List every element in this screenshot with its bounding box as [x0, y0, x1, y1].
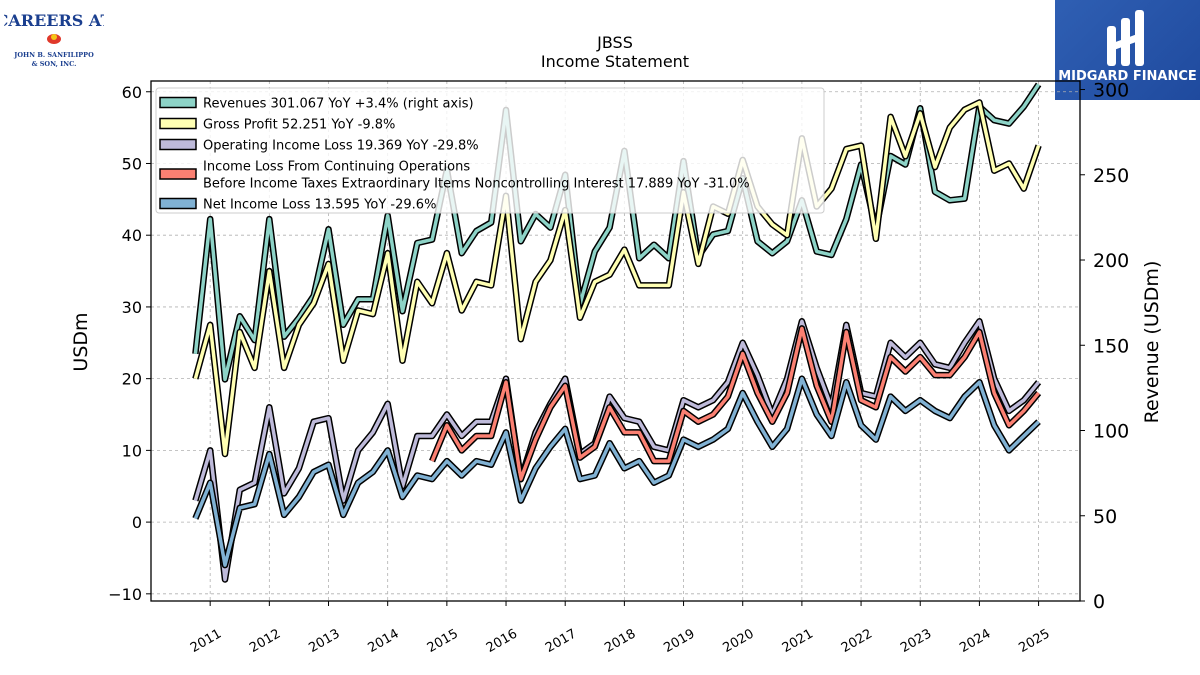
y-right-tick-label: 250	[1093, 165, 1129, 187]
x-tick-label: 2020	[721, 626, 757, 656]
x-tick-label: 2016	[484, 626, 520, 656]
x-tick-label: 2024	[957, 626, 993, 656]
x-tick-label: 2018	[602, 626, 638, 656]
legend-swatch	[159, 138, 197, 151]
x-tick-label: 2023	[898, 626, 934, 656]
x-tick-label: 2014	[366, 626, 402, 656]
x-tick-label: 2022	[839, 626, 875, 656]
chart-subtitle: Income Statement	[541, 52, 689, 71]
legend-swatch	[159, 197, 197, 210]
x-tick-label: 2015	[425, 626, 461, 656]
logo-company-text: JOHN B. SANFILIPPO	[13, 51, 94, 59]
legend-swatch	[159, 96, 197, 109]
legend-label: Revenues 301.067 YoY +3.4% (right axis)	[203, 97, 474, 112]
y-left-tick-label: 20	[122, 370, 142, 389]
y-left-tick-label: 50	[122, 154, 142, 173]
y-left-tick-label: −10	[108, 585, 142, 604]
x-tick-label: 2021	[780, 626, 816, 656]
x-tick-label: 2013	[306, 626, 342, 656]
careers-logo: CAREERS AT JOHN B. SANFILIPPO & SON, INC…	[0, 4, 112, 70]
x-tick-label: 2011	[188, 626, 224, 656]
y-right-tick-label: 50	[1093, 506, 1117, 528]
series-lines	[192, 82, 1042, 583]
legend: Revenues 301.067 YoY +3.4% (right axis) G…	[155, 87, 825, 214]
series-line-2	[193, 319, 1040, 582]
series-line-1	[193, 100, 1041, 456]
logo-company-text-2: & SON, INC.	[32, 60, 77, 68]
y-left-tick-label: 0	[132, 513, 142, 532]
x-tick-label: 2025	[1016, 626, 1052, 656]
legend-label: Before Income Taxes Extraordinary Items …	[203, 177, 750, 192]
x-tick-label: 2017	[543, 626, 579, 656]
legend-label: Income Loss From Continuing Operations	[203, 160, 470, 175]
legend-label: Net Income Loss 13.595 YoY -29.6%	[203, 198, 436, 213]
legend-label: Gross Profit 52.251 YoY -9.8%	[203, 118, 395, 133]
y-left-tick-label: 40	[122, 226, 142, 245]
x-tick-label: 2019	[661, 626, 697, 656]
y-right-tick-label: 200	[1093, 250, 1129, 272]
y-axis-right-label: Revenue (USDm)	[1141, 261, 1163, 424]
y-right-tick-label: 150	[1093, 335, 1129, 357]
legend-box	[155, 87, 825, 214]
chart-title: JBSS	[596, 33, 633, 52]
midgard-emblem-icon	[1107, 10, 1144, 66]
midgard-finance-logo: MIDGARD FINANCE	[1055, 0, 1200, 100]
y-right-tick-label: 300	[1093, 80, 1129, 102]
x-tick-label: 2012	[247, 626, 283, 656]
legend-swatch	[159, 168, 197, 180]
series-line-4	[193, 376, 1040, 567]
legend-label: Operating Income Loss 19.369 YoY -29.8%	[203, 139, 479, 154]
y-right-tick-label: 0	[1093, 591, 1105, 613]
legend-swatch	[159, 117, 197, 130]
logo-careers-text: CAREERS AT	[4, 11, 104, 30]
y-right-tick-label: 100	[1093, 421, 1129, 443]
y-left-tick-label: 10	[122, 441, 142, 460]
y-axis-left-label: USDm	[70, 312, 92, 371]
y-left-tick-label: 30	[122, 298, 142, 317]
midgard-brand-text: MIDGARD FINANCE	[1058, 69, 1197, 84]
plot-frame	[150, 80, 1081, 602]
y-left-tick-label: 60	[122, 83, 142, 102]
series-line-3	[430, 326, 1040, 481]
